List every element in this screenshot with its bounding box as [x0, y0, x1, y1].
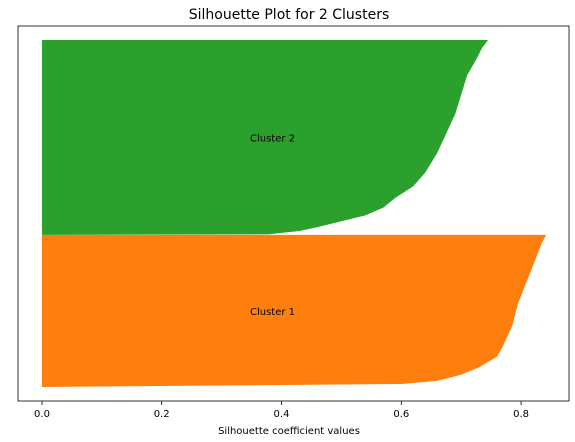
x-tick-label: 0.2 — [154, 409, 170, 420]
x-tick-label: 0.8 — [513, 409, 529, 420]
plot-frame — [17, 25, 570, 402]
cluster-areas — [42, 40, 547, 387]
cluster-1-label: Cluster 1 — [250, 307, 295, 318]
x-tick-label: 0.0 — [34, 409, 50, 420]
chart-title: Silhouette Plot for 2 Clusters — [189, 7, 390, 23]
cluster-2-label: Cluster 2 — [250, 133, 295, 144]
cluster-2-area — [42, 40, 489, 235]
x-tick-label: 0.4 — [274, 409, 290, 420]
cluster-1-area — [42, 234, 547, 387]
cluster-labels: Cluster 1 Cluster 2 — [250, 133, 295, 318]
x-axis-ticks: 0.0 0.2 0.4 0.6 0.8 — [34, 401, 529, 420]
x-tick-label: 0.6 — [393, 409, 409, 420]
x-axis-label: Silhouette coefficient values — [218, 426, 360, 437]
